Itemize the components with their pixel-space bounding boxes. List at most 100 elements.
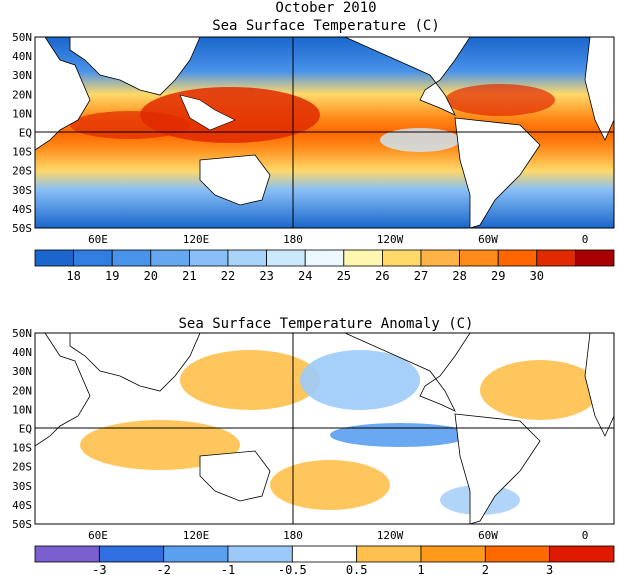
north-america-land-b [344, 333, 471, 412]
lat-label-50s: 50S [12, 518, 32, 531]
australia-land [199, 154, 271, 206]
topCb-swatch-12 [497, 249, 538, 267]
lat-label-10s: 10S [12, 146, 32, 159]
topCb-swatch-13 [536, 249, 576, 267]
bottom-gridlines [35, 333, 614, 524]
lat-label-30n: 30N [12, 69, 32, 82]
top-title-line2: Sea Surface Temperature (C) [212, 18, 440, 34]
botCb-swatch-7 [484, 545, 551, 563]
south-america-land-b [454, 413, 541, 524]
topCb-swatch-1 [73, 249, 113, 267]
bottom-lon-labels: 60E 120E 180 120W 60W 0 [88, 529, 588, 542]
topCb-swatch-14 [575, 249, 615, 267]
lon-label-0: 0 [582, 233, 589, 246]
lon-label-60w: 60W [478, 233, 498, 246]
anomaly-colorbar-labels: -3 -2 -1 -0.5 0.5 1 2 3 [92, 563, 553, 575]
sst-colorbar [34, 249, 615, 267]
topCb-swatch-10 [420, 249, 460, 267]
south-america-land [454, 117, 541, 228]
indian-ocean-warm [70, 111, 190, 139]
botCb-swatch-8 [549, 545, 615, 563]
topCb-swatch-9 [381, 249, 422, 267]
topCbLabels-label-7: 25 [337, 269, 351, 283]
lat-label-40n: 40N [12, 346, 32, 359]
atlantic-warm [480, 360, 600, 420]
lat-label-30s: 30S [12, 184, 32, 197]
topCbLabels-label-10: 28 [452, 269, 466, 283]
lat-label-10n: 10N [12, 107, 32, 120]
botCbLabels-label-4: 0.5 [346, 563, 368, 575]
topCbLabels-label-5: 23 [259, 269, 273, 283]
lat-label-eq: EQ [19, 127, 32, 140]
bottom-lat-labels: 50N 40N 30N 20N 10N EQ 10S 20S 30S 40S 50S [12, 327, 32, 531]
lat-label-40s: 40S [12, 203, 32, 216]
botCb-swatch-5 [356, 545, 422, 563]
topCbLabels-label-1: 19 [105, 269, 119, 283]
lat-label-10n: 10N [12, 403, 32, 416]
top-lat-labels: 50N 40N 30N 20N 10N EQ 10S 20S 30S 40S 50S [12, 31, 32, 235]
lat-label-20n: 20N [12, 384, 32, 397]
topCbLabels-label-9: 27 [414, 269, 428, 283]
la-nina-cool [330, 423, 470, 447]
lon-label-120w: 120W [377, 233, 404, 246]
botCb-swatch-4 [291, 545, 358, 563]
botCb-swatch-2 [163, 545, 229, 563]
north-america-land [344, 37, 471, 116]
botCbLabels-label-1: -2 [156, 563, 170, 575]
top-lon-labels: 60E 120E 180 120W 60W 0 [88, 233, 588, 246]
lat-label-30n: 30N [12, 365, 32, 378]
lat-label-20s: 20S [12, 461, 32, 474]
topCbLabels-label-6: 24 [298, 269, 312, 283]
botCbLabels-label-5: 1 [417, 563, 424, 575]
australia-land-b [199, 450, 271, 502]
botCb-swatch-3 [227, 545, 293, 563]
eurasia-land-b [69, 333, 201, 392]
maritime-continent-land [179, 94, 236, 131]
cold-tongue [380, 128, 460, 152]
ne-pacific-cool [300, 350, 420, 410]
top-map-frame [34, 36, 615, 229]
lat-label-10s: 10S [12, 442, 32, 455]
topCb-swatch-6 [266, 249, 306, 267]
topCb-swatch-0 [34, 249, 74, 267]
nw-pacific-warm [180, 350, 320, 410]
lat-label-20s: 20S [12, 165, 32, 178]
topCbLabels-label-11: 29 [491, 269, 505, 283]
botCb-swatch-6 [420, 545, 486, 563]
bottom-title: Sea Surface Temperature Anomaly (C) [178, 316, 473, 332]
topCbLabels-label-8: 26 [375, 269, 389, 283]
lat-label-20n: 20N [12, 88, 32, 101]
topCb-swatch-3 [150, 249, 190, 267]
lat-label-40s: 40S [12, 499, 32, 512]
europe-africa-east-land-b [584, 333, 614, 437]
lat-label-30s: 30S [12, 480, 32, 493]
eurasia-land [69, 37, 201, 96]
topCb-swatch-5 [227, 249, 267, 267]
lon-label-0: 0 [582, 529, 589, 542]
topCb-swatch-11 [459, 249, 499, 267]
lat-label-50n: 50N [12, 327, 32, 340]
topCbLabels-label-12: 30 [530, 269, 544, 283]
botCbLabels-label-3: -0.5 [278, 563, 307, 575]
lon-label-180: 180 [283, 233, 303, 246]
botCbLabels-label-6: 2 [482, 563, 489, 575]
topCbLabels-label-4: 22 [221, 269, 235, 283]
botCbLabels-label-0: -3 [92, 563, 106, 575]
lon-label-180: 180 [283, 529, 303, 542]
europe-africa-east-land [584, 37, 614, 141]
lon-label-60e: 60E [88, 529, 108, 542]
topCb-swatch-8 [343, 249, 383, 267]
sw-pacific-warm [270, 460, 390, 510]
topCbLabels-label-0: 18 [66, 269, 80, 283]
botCb-swatch-0 [34, 545, 100, 563]
anomaly-colorbar [34, 545, 615, 563]
top-title-line1: October 2010 [275, 0, 376, 16]
caribbean-warm [445, 84, 555, 116]
lat-label-40n: 40N [12, 50, 32, 63]
bottom-map-frame [34, 332, 615, 525]
botCb-swatch-1 [98, 545, 165, 563]
lon-label-120w: 120W [377, 529, 404, 542]
topCb-swatch-7 [304, 249, 345, 267]
africa-land [35, 37, 91, 151]
